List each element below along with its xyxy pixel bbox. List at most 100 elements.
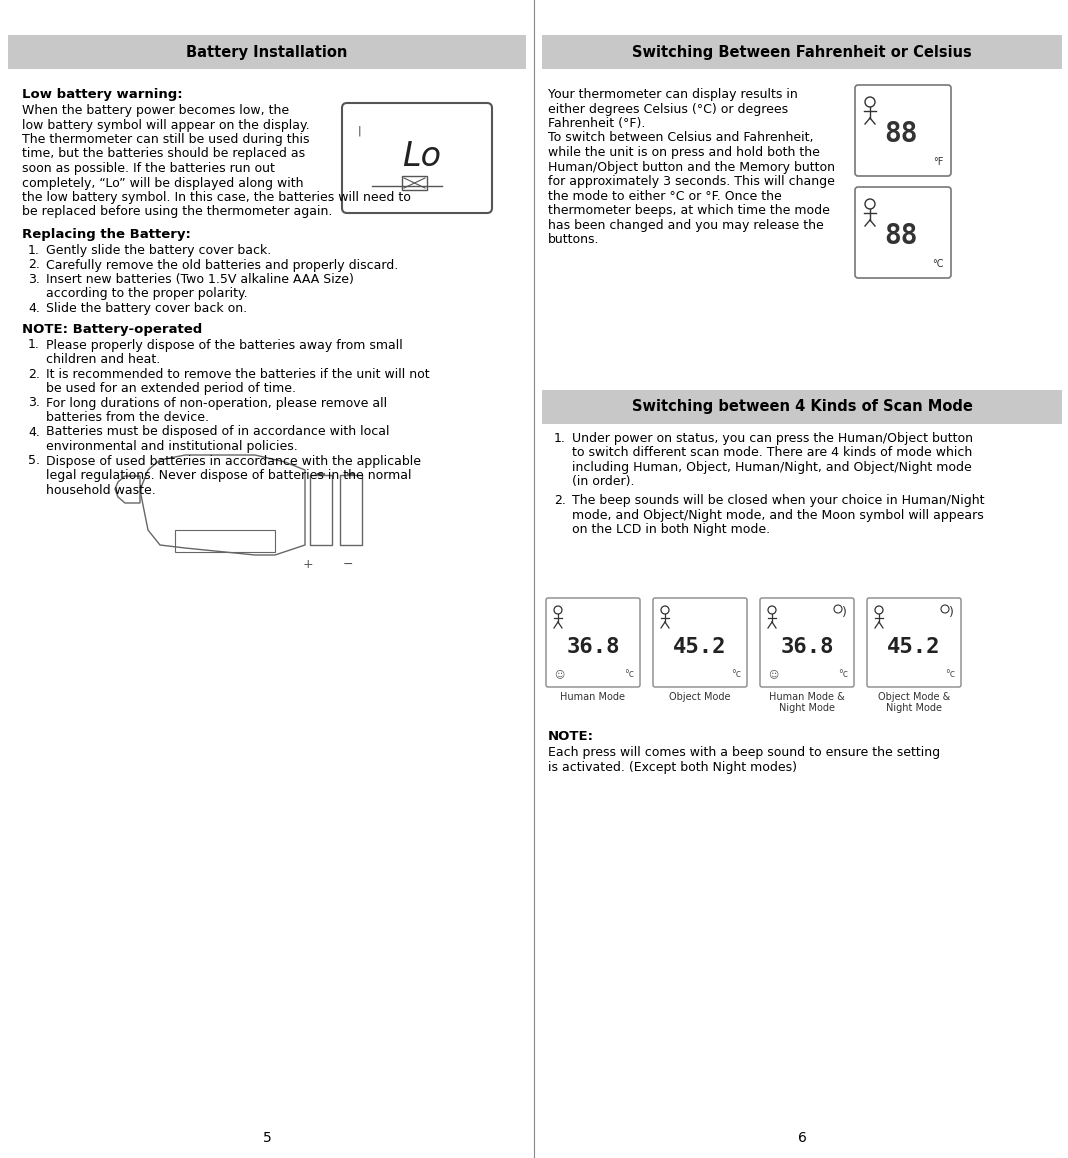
Text: while the unit is on press and hold both the: while the unit is on press and hold both…	[548, 146, 820, 159]
Text: 3.: 3.	[28, 396, 40, 410]
Text: on the LCD in both Night mode.: on the LCD in both Night mode.	[572, 523, 770, 536]
Bar	[175, 530, 274, 552]
Text: (in order).: (in order).	[572, 476, 634, 489]
Text: 4.: 4.	[28, 425, 40, 439]
Text: the mode to either °C or °F. Once the: the mode to either °C or °F. Once the	[548, 190, 782, 203]
Bar	[541, 390, 1062, 424]
Text: 6: 6	[798, 1131, 806, 1145]
Text: 3.: 3.	[28, 273, 40, 286]
Text: be used for an extended period of time.: be used for an extended period of time.	[46, 382, 296, 395]
FancyBboxPatch shape	[760, 598, 854, 687]
FancyBboxPatch shape	[867, 598, 961, 687]
Text: mode, and Object/Night mode, and the Moon symbol will appears: mode, and Object/Night mode, and the Moo…	[572, 508, 984, 521]
Text: 2.: 2.	[554, 494, 566, 507]
Text: 45.2: 45.2	[888, 637, 941, 657]
Text: low battery symbol will appear on the display.: low battery symbol will appear on the di…	[22, 118, 310, 132]
Text: It is recommended to remove the batteries if the unit will not: It is recommended to remove the batterie…	[46, 367, 429, 381]
Text: legal regulations. Never dispose of batteries in the normal: legal regulations. Never dispose of batt…	[46, 469, 411, 482]
Bar	[402, 176, 427, 190]
Text: Human Mode &: Human Mode &	[769, 692, 845, 702]
Text: Gently slide the battery cover back.: Gently slide the battery cover back.	[46, 244, 271, 257]
Text: Night Mode: Night Mode	[779, 703, 835, 713]
Text: the low battery symbol. In this case, the batteries will need to: the low battery symbol. In this case, th…	[22, 191, 411, 204]
Text: Dispose of used batteries in accordance with the applicable: Dispose of used batteries in accordance …	[46, 454, 421, 468]
Text: children and heat.: children and heat.	[46, 353, 160, 366]
Text: 1.: 1.	[28, 244, 40, 257]
Text: Insert new batteries (Two 1.5V alkaline AAA Size): Insert new batteries (Two 1.5V alkaline …	[46, 273, 354, 286]
Text: 36.8: 36.8	[781, 637, 834, 657]
Text: 4.: 4.	[28, 302, 40, 315]
Text: Human Mode: Human Mode	[561, 692, 626, 702]
Text: is activated. (Except both Night modes): is activated. (Except both Night modes)	[548, 761, 797, 774]
Text: 88: 88	[884, 222, 917, 250]
Text: Low battery warning:: Low battery warning:	[22, 88, 183, 101]
Text: Night Mode: Night Mode	[886, 703, 942, 713]
FancyBboxPatch shape	[855, 85, 951, 176]
Bar	[340, 475, 362, 545]
Text: Replacing the Battery:: Replacing the Battery:	[22, 228, 191, 241]
Text: |: |	[357, 126, 361, 137]
Text: including Human, Object, Human/Night, and Object/Night mode: including Human, Object, Human/Night, an…	[572, 461, 972, 474]
Bar	[310, 475, 332, 545]
Text: time, but the batteries should be replaced as: time, but the batteries should be replac…	[22, 147, 305, 161]
Text: 5.: 5.	[28, 454, 40, 468]
Text: For long durations of non-operation, please remove all: For long durations of non-operation, ple…	[46, 396, 387, 410]
Text: be replaced before using the thermometer again.: be replaced before using the thermometer…	[22, 205, 332, 219]
Text: buttons.: buttons.	[548, 233, 599, 245]
Text: household waste.: household waste.	[46, 484, 156, 497]
FancyBboxPatch shape	[342, 103, 492, 213]
Text: either degrees Celsius (°C) or degrees: either degrees Celsius (°C) or degrees	[548, 103, 788, 116]
Text: Under power on status, you can press the Human/Object button: Under power on status, you can press the…	[572, 432, 973, 445]
Text: NOTE: Battery-operated: NOTE: Battery-operated	[22, 322, 202, 336]
Text: has been changed and you may release the: has been changed and you may release the	[548, 219, 823, 232]
Text: Lo: Lo	[403, 139, 441, 173]
Text: 45.2: 45.2	[673, 637, 726, 657]
Text: 88: 88	[884, 120, 917, 148]
Bar	[541, 35, 1062, 69]
Text: according to the proper polarity.: according to the proper polarity.	[46, 287, 248, 300]
Text: Each press will comes with a beep sound to ensure the setting: Each press will comes with a beep sound …	[548, 746, 940, 758]
Text: Object Mode &: Object Mode &	[878, 692, 951, 702]
Text: °c: °c	[731, 669, 741, 679]
Text: Batteries must be disposed of in accordance with local: Batteries must be disposed of in accorda…	[46, 425, 390, 439]
Text: The beep sounds will be closed when your choice in Human/Night: The beep sounds will be closed when your…	[572, 494, 985, 507]
Text: 2.: 2.	[28, 367, 40, 381]
Text: 1.: 1.	[554, 432, 566, 445]
Text: ☺: ☺	[554, 669, 564, 679]
Text: °c: °c	[838, 669, 848, 679]
Text: Please properly dispose of the batteries away from small: Please properly dispose of the batteries…	[46, 338, 403, 352]
Bar	[7, 35, 527, 69]
Text: environmental and institutional policies.: environmental and institutional policies…	[46, 440, 298, 453]
Text: When the battery power becomes low, the: When the battery power becomes low, the	[22, 104, 289, 117]
Text: Human/Object button and the Memory button: Human/Object button and the Memory butto…	[548, 161, 835, 174]
Text: °C: °C	[932, 259, 944, 269]
Text: completely, “Lo” will be displayed along with: completely, “Lo” will be displayed along…	[22, 176, 303, 190]
FancyBboxPatch shape	[855, 186, 951, 278]
Text: Battery Installation: Battery Installation	[186, 44, 348, 59]
Text: °c: °c	[624, 669, 634, 679]
Text: soon as possible. If the batteries run out: soon as possible. If the batteries run o…	[22, 162, 274, 175]
Text: Carefully remove the old batteries and properly discard.: Carefully remove the old batteries and p…	[46, 258, 398, 271]
Text: ): )	[842, 606, 847, 620]
Text: +: +	[302, 558, 313, 571]
Text: batteries from the device.: batteries from the device.	[46, 411, 209, 424]
Text: 2.: 2.	[28, 258, 40, 271]
Text: Switching Between Fahrenheit or Celsius: Switching Between Fahrenheit or Celsius	[632, 44, 972, 59]
Text: −: −	[343, 558, 354, 571]
Text: Your thermometer can display results in: Your thermometer can display results in	[548, 88, 798, 101]
Text: 36.8: 36.8	[566, 637, 619, 657]
Text: for approximately 3 seconds. This will change: for approximately 3 seconds. This will c…	[548, 175, 835, 188]
Text: ): )	[948, 606, 954, 620]
Text: NOTE:: NOTE:	[548, 730, 594, 743]
Text: to switch different scan mode. There are 4 kinds of mode which: to switch different scan mode. There are…	[572, 447, 972, 460]
Text: Object Mode: Object Mode	[670, 692, 731, 702]
Text: The thermometer can still be used during this: The thermometer can still be used during…	[22, 133, 310, 146]
Text: thermometer beeps, at which time the mode: thermometer beeps, at which time the mod…	[548, 204, 830, 217]
Text: Fahrenheit (°F).: Fahrenheit (°F).	[548, 117, 645, 130]
Text: Switching between 4 Kinds of Scan Mode: Switching between 4 Kinds of Scan Mode	[631, 400, 973, 415]
Text: ☺: ☺	[768, 669, 779, 679]
FancyBboxPatch shape	[653, 598, 747, 687]
Text: °c: °c	[945, 669, 955, 679]
Text: °F: °F	[933, 157, 944, 167]
Text: To switch between Celsius and Fahrenheit,: To switch between Celsius and Fahrenheit…	[548, 132, 814, 145]
